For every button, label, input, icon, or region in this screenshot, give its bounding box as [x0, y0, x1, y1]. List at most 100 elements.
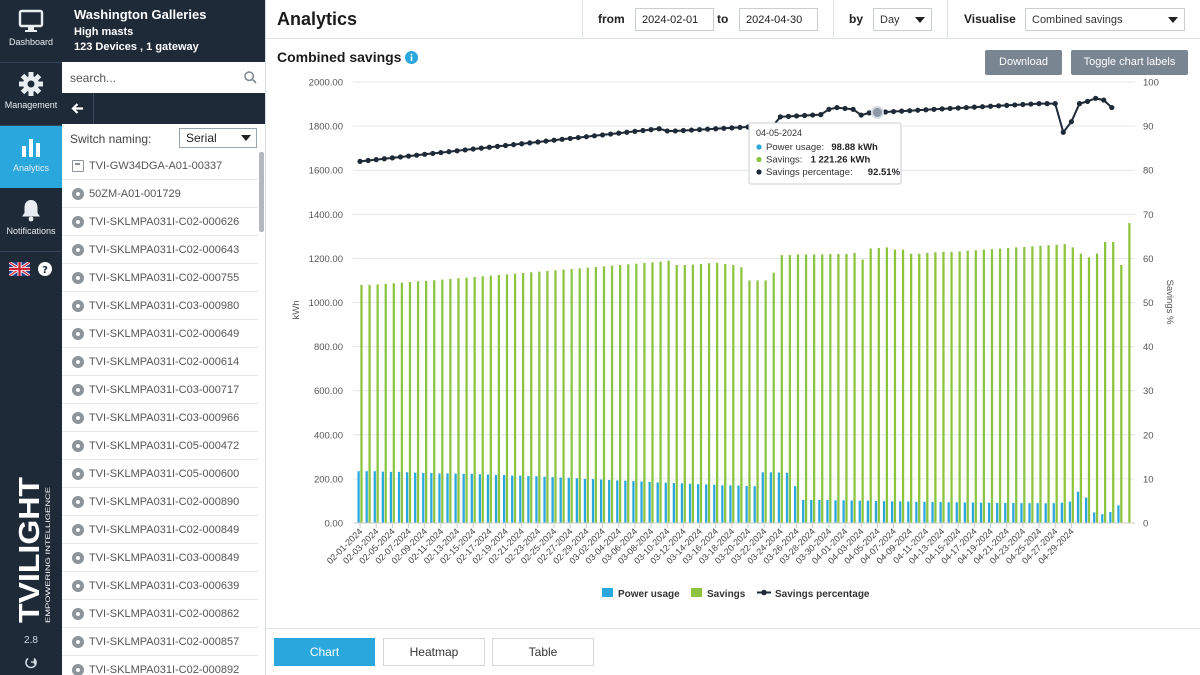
savings-percentage-point: [996, 103, 1002, 109]
nav-rail: Dashboard Management: [0, 0, 62, 675]
device-list-item[interactable]: TVI-SKLMPA031I-C02-000643: [62, 236, 258, 264]
device-list-item[interactable]: 50ZM-A01-001729: [62, 180, 258, 208]
device-list-item[interactable]: TVI-SKLMPA031I-C03-000717: [62, 376, 258, 404]
nav-dashboard-label: Dashboard: [8, 37, 54, 47]
savings-percentage-point: [705, 126, 711, 132]
savings-bar: [635, 263, 638, 523]
y-right-tick-label: 40: [1143, 342, 1154, 353]
device-node-icon: [72, 664, 84, 675]
back-button[interactable]: [62, 93, 94, 124]
device-list-item[interactable]: TVI-SKLMPA031I-C02-000890: [62, 488, 258, 516]
visualise-select[interactable]: Combined savings: [1025, 8, 1185, 31]
savings-percentage-point: [785, 113, 792, 119]
power-usage-bar: [882, 501, 886, 523]
power-usage-bar: [656, 482, 659, 523]
savings-bar: [473, 276, 476, 523]
granularity-select[interactable]: Day: [873, 8, 932, 31]
y-right-tick-label: 0: [1143, 519, 1148, 530]
download-button[interactable]: Download: [985, 50, 1062, 75]
savings-bar: [651, 262, 654, 523]
power-usage-bar: [486, 474, 490, 523]
power-usage-bar: [713, 484, 716, 523]
savings-bar: [416, 281, 420, 523]
savings-bar: [619, 265, 622, 523]
device-list-item[interactable]: TVI-SKLMPA031I-C02-000892: [62, 656, 258, 675]
info-icon[interactable]: [405, 51, 418, 64]
savings-bar: [707, 263, 711, 523]
savings-percentage-point: [672, 128, 678, 134]
y-left-tick-label: 1000.00: [309, 298, 343, 309]
power-usage-bar: [438, 473, 441, 523]
device-list-item[interactable]: TVI-SKLMPA031I-C03-000966: [62, 404, 258, 432]
device-list-scrollbar[interactable]: [259, 152, 264, 232]
savings-bar: [740, 267, 743, 523]
savings-percentage-point: [357, 158, 363, 164]
power-usage-bar: [769, 472, 772, 523]
savings-percentage-point: [389, 155, 395, 161]
from-date-input[interactable]: 2024-02-01: [635, 8, 714, 31]
site-header: Washington Galleries High masts 123 Devi…: [62, 0, 265, 62]
y-left-tick-label: 1800.00: [309, 122, 343, 133]
tooltip-date: 04-05-2024: [756, 128, 802, 138]
savings-bar: [1079, 253, 1083, 523]
device-list-item[interactable]: TVI-SKLMPA031I-C03-000980: [62, 292, 258, 320]
tooltip-series-label: Power usage:: [766, 142, 824, 153]
nav-analytics[interactable]: Analytics: [0, 126, 62, 188]
device-list-item[interactable]: TVI-GW34DGA-A01-00337: [62, 152, 258, 180]
device-list-item[interactable]: TVI-SKLMPA031I-C02-000614: [62, 348, 258, 376]
device-node-icon: [72, 580, 84, 592]
device-list-item[interactable]: TVI-SKLMPA031I-C02-000649: [62, 320, 258, 348]
search-icon[interactable]: [244, 71, 257, 84]
rail-divider: [0, 62, 62, 63]
to-label: to: [717, 12, 729, 26]
nav-dashboard[interactable]: Dashboard: [0, 0, 62, 62]
savings-percentage-point: [567, 135, 573, 142]
savings-bar: [1112, 241, 1115, 524]
device-list-item[interactable]: TVI-SKLMPA031I-C02-000755: [62, 264, 258, 292]
logout-icon[interactable]: [24, 655, 38, 669]
device-list-item[interactable]: TVI-SKLMPA031I-C02-000849: [62, 516, 258, 544]
power-usage-bar: [1117, 505, 1120, 523]
power-usage-bar: [430, 472, 433, 523]
savings-bar: [513, 273, 517, 523]
nav-notifications[interactable]: Notifications: [0, 189, 62, 251]
savings-bar: [732, 265, 735, 523]
nav-management[interactable]: Management: [0, 63, 62, 125]
uk-flag-icon[interactable]: [9, 262, 30, 276]
power-usage-bar: [915, 501, 918, 523]
search-input[interactable]: [62, 62, 265, 93]
power-usage-bar: [551, 477, 554, 523]
tab-table[interactable]: Table: [492, 638, 594, 666]
savings-bar: [1087, 257, 1091, 523]
site-category: High masts: [74, 26, 134, 38]
device-list-item[interactable]: TVI-SKLMPA031I-C03-000849: [62, 544, 258, 572]
tab-chart[interactable]: Chart: [274, 638, 375, 666]
savings-percentage-point: [527, 140, 533, 146]
power-usage-bar: [397, 471, 401, 523]
power-usage-bar: [890, 501, 894, 523]
switch-naming-select[interactable]: Serial: [179, 128, 257, 148]
savings-bar: [699, 263, 703, 523]
savings-percentage-point: [987, 103, 994, 109]
power-usage-bar: [422, 472, 425, 523]
tooltip-series-dot: [756, 156, 762, 163]
power-usage-bar: [632, 481, 635, 523]
device-list-item[interactable]: TVI-SKLMPA031I-C02-000626: [62, 208, 258, 236]
savings-bar: [958, 251, 961, 523]
help-icon[interactable]: ?: [38, 262, 52, 276]
device-name: TVI-GW34DGA-A01-00337: [89, 160, 223, 172]
power-usage-bar: [559, 477, 562, 523]
toggle-chart-labels-button[interactable]: Toggle chart labels: [1071, 50, 1188, 75]
power-usage-bar: [640, 481, 643, 523]
to-date-input[interactable]: 2024-04-30: [739, 8, 818, 31]
device-list-item[interactable]: TVI-SKLMPA031I-C03-000639: [62, 572, 258, 600]
savings-bar: [433, 280, 436, 523]
savings-percentage-point: [802, 112, 808, 119]
device-list-item[interactable]: TVI-SKLMPA031I-C05-000472: [62, 432, 258, 460]
savings-percentage-point: [1004, 102, 1010, 108]
device-list-item[interactable]: TVI-SKLMPA031I-C05-000600: [62, 460, 258, 488]
device-list-item[interactable]: TVI-SKLMPA031I-C02-000862: [62, 600, 258, 628]
savings-bar: [554, 270, 557, 523]
device-list-item[interactable]: TVI-SKLMPA031I-C02-000857: [62, 628, 258, 656]
tab-heatmap[interactable]: Heatmap: [383, 638, 485, 666]
